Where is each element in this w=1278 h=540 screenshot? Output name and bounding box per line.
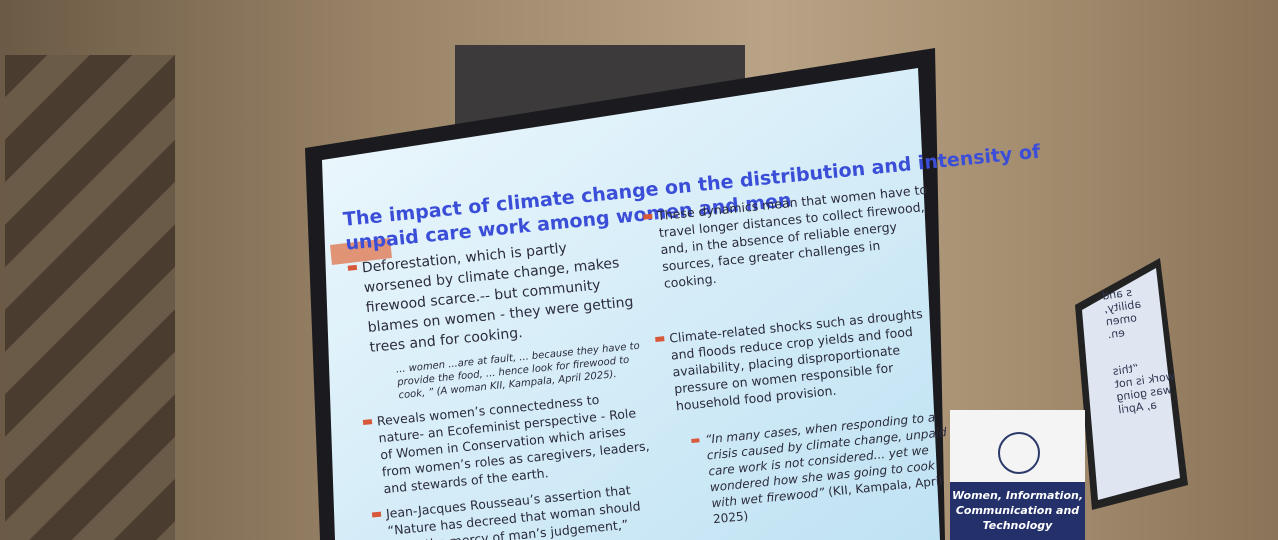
banner: Women, Information, Communication and Te… xyxy=(950,410,1085,540)
bullet: Climate-related shocks such as droughts … xyxy=(655,303,947,415)
right-column: These dynamics mean that women have to t… xyxy=(643,181,959,536)
left-column: Deforestation, which is partly worsened … xyxy=(347,232,661,540)
slide-content: The impact of climate change on the dist… xyxy=(342,150,964,540)
banner-logo xyxy=(998,432,1040,474)
quote: “In many cases, when responding to a cri… xyxy=(665,408,958,531)
banner-text: Women, Information, Communication and Te… xyxy=(950,488,1085,533)
columns: Deforestation, which is partly worsened … xyxy=(347,202,964,540)
bullet: Reveals women’s connectedness to nature-… xyxy=(362,386,654,498)
banner-band: Women, Information, Communication and Te… xyxy=(950,482,1085,540)
photo-scene: The impact of climate change on the dist… xyxy=(0,0,1278,540)
